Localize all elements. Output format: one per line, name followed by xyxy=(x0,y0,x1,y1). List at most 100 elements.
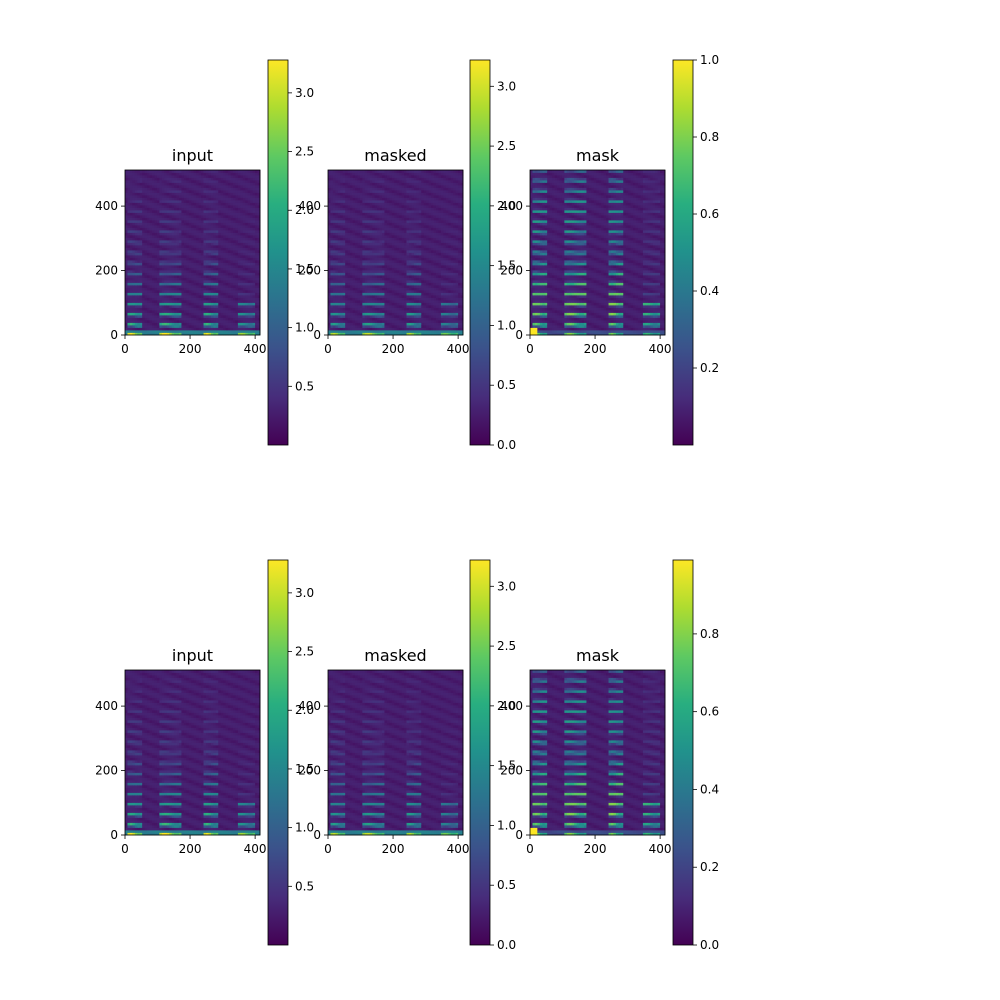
heatmap-cell xyxy=(360,205,363,208)
heatmap-cell xyxy=(196,215,199,218)
heatmap-cell xyxy=(340,175,343,178)
heatmap-cell xyxy=(132,308,135,311)
heatmap-cell xyxy=(164,328,167,331)
heatmap-cell xyxy=(186,328,189,331)
heatmap-cell xyxy=(228,250,231,253)
heatmap-cell xyxy=(194,300,197,303)
heatmap-cell xyxy=(186,260,189,263)
heatmap-cell xyxy=(375,253,378,256)
heatmap-cell xyxy=(201,288,204,291)
heatmap-cell xyxy=(125,305,128,308)
heatmap-cell xyxy=(335,198,338,201)
heatmap-cell xyxy=(231,178,234,181)
heatmap-cell xyxy=(147,235,150,238)
heatmap-cell xyxy=(235,313,238,316)
heatmap-cell xyxy=(253,268,256,271)
heatmap-cell xyxy=(216,178,219,181)
heatmap-cell xyxy=(255,330,258,333)
heatmap-cell xyxy=(365,315,368,318)
heatmap-cell xyxy=(164,285,167,288)
heatmap-cell xyxy=(226,310,229,313)
heatmap-cell xyxy=(145,265,148,268)
heatmap-cell xyxy=(177,300,180,303)
heatmap-cell xyxy=(216,180,219,183)
heatmap-cell xyxy=(348,243,351,246)
heatmap-cell xyxy=(355,238,358,241)
heatmap-cell xyxy=(208,213,211,216)
heatmap-cell xyxy=(181,280,184,283)
heatmap-cell xyxy=(181,250,184,253)
heatmap-cell xyxy=(177,180,180,183)
heatmap-cell xyxy=(194,253,197,256)
heatmap-cell xyxy=(137,295,140,298)
heatmap-cell xyxy=(335,210,338,213)
heatmap-cell xyxy=(194,190,197,193)
heatmap-cell xyxy=(333,220,336,223)
heatmap-cell xyxy=(216,245,219,248)
heatmap-cell xyxy=(157,178,160,181)
heatmap-cell xyxy=(135,175,138,178)
heatmap-cell xyxy=(365,173,368,176)
heatmap-cell xyxy=(164,255,167,258)
heatmap-cell xyxy=(243,305,246,308)
heatmap-cell xyxy=(340,250,343,253)
heatmap-cell xyxy=(145,308,148,311)
heatmap-cell xyxy=(177,230,180,233)
heatmap-cell xyxy=(223,215,226,218)
heatmap-cell xyxy=(228,170,231,173)
heatmap-cell xyxy=(338,285,341,288)
heatmap-cell xyxy=(174,185,177,188)
heatmap-cell xyxy=(350,198,353,201)
heatmap-cell xyxy=(343,218,346,221)
heatmap-cell xyxy=(177,213,180,216)
heatmap-cell xyxy=(253,308,256,311)
heatmap-cell xyxy=(221,283,224,286)
heatmap-cell xyxy=(333,213,336,216)
heatmap-cell xyxy=(357,233,360,236)
heatmap-cell xyxy=(362,170,365,173)
heatmap-cell xyxy=(184,253,187,256)
heatmap-cell xyxy=(367,300,370,303)
heatmap-cell xyxy=(206,248,209,251)
heatmap-cell xyxy=(157,298,160,301)
heatmap-cell xyxy=(355,293,358,296)
heatmap-cell xyxy=(177,280,180,283)
heatmap-cell xyxy=(328,253,331,256)
heatmap-cell xyxy=(199,298,202,301)
heatmap-cell xyxy=(340,228,343,231)
heatmap-cell xyxy=(240,200,243,203)
heatmap-cell xyxy=(162,285,165,288)
heatmap-cell xyxy=(125,298,128,301)
heatmap-cell xyxy=(357,323,360,326)
heatmap-cell xyxy=(145,245,148,248)
heatmap-cell xyxy=(243,173,246,176)
heatmap-cell xyxy=(357,293,360,296)
heatmap-cell xyxy=(154,253,157,256)
heatmap-cell xyxy=(194,258,197,261)
heatmap-cell xyxy=(159,255,162,258)
heatmap-cell xyxy=(177,263,180,266)
heatmap-cell xyxy=(335,298,338,301)
heatmap-cell xyxy=(201,178,204,181)
heatmap-cell xyxy=(235,323,238,326)
heatmap-cell xyxy=(353,178,356,181)
heatmap-cell xyxy=(186,240,189,243)
heatmap-cell xyxy=(194,215,197,218)
heatmap-cell xyxy=(208,250,211,253)
heatmap-cell xyxy=(196,305,199,308)
heatmap-cell xyxy=(142,315,145,318)
heatmap-cell xyxy=(345,248,348,251)
heatmap-cell xyxy=(353,225,356,228)
heatmap-cell xyxy=(164,213,167,216)
heatmap-cell xyxy=(238,303,241,306)
heatmap-cell xyxy=(357,305,360,308)
heatmap-cell xyxy=(238,323,241,326)
heatmap-cell xyxy=(353,240,356,243)
heatmap-cell xyxy=(181,315,184,318)
heatmap-cell xyxy=(127,330,130,333)
heatmap-cell xyxy=(333,178,336,181)
heatmap-cell xyxy=(250,313,253,316)
heatmap-cell xyxy=(164,330,167,333)
heatmap-cell xyxy=(365,213,368,216)
heatmap-cell xyxy=(365,188,368,191)
